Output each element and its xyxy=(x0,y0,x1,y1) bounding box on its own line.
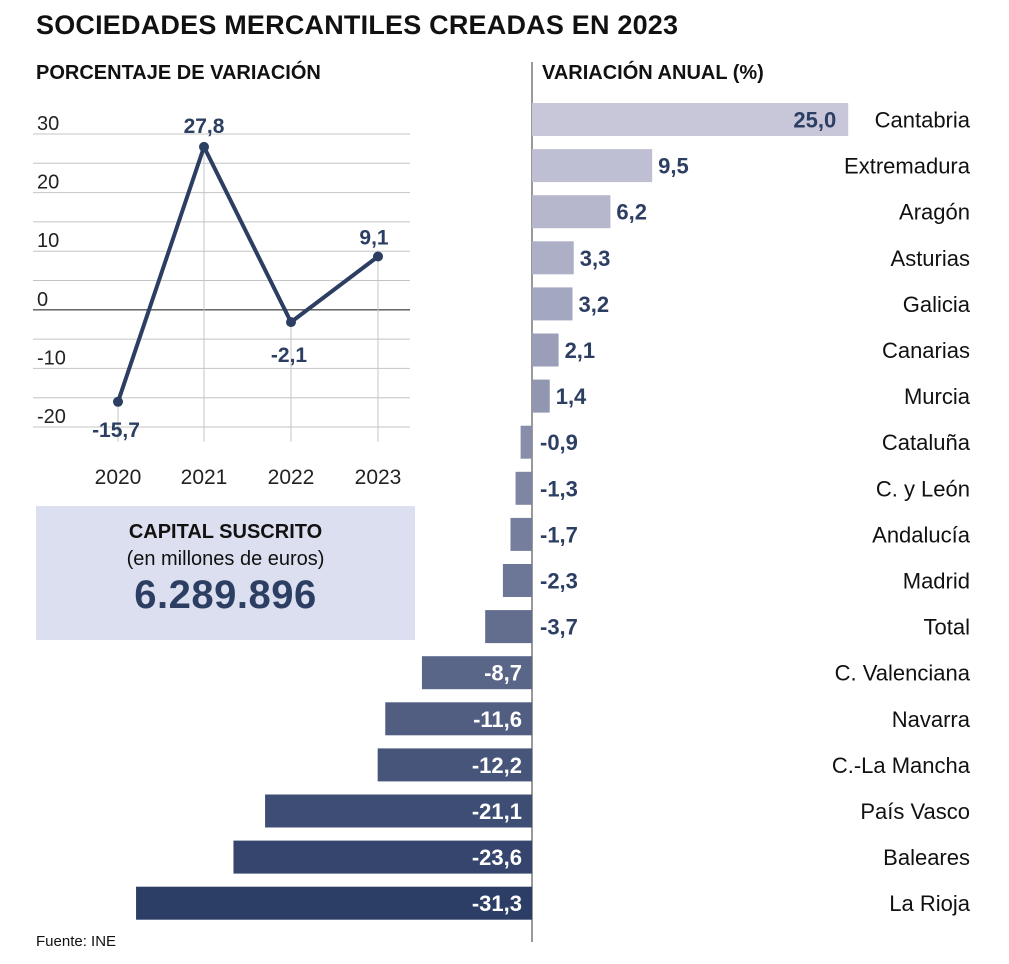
y-tick-label: 10 xyxy=(37,230,59,252)
bar-category-label: Canarias xyxy=(882,338,970,363)
bar-value-label: -1,7 xyxy=(540,522,578,547)
capital-title: CAPITAL SUSCRITO xyxy=(128,521,323,543)
bar-value-label: -11,6 xyxy=(473,707,522,732)
y-tick-label: 0 xyxy=(37,289,48,311)
bar-value-label: 3,3 xyxy=(580,246,611,271)
data-point xyxy=(199,141,209,152)
bar-category-label: C. y León xyxy=(876,476,970,501)
bar xyxy=(532,379,550,413)
series-line xyxy=(116,144,380,403)
bar-chart-title: VARIACIÓN ANUAL (%) xyxy=(542,62,764,84)
bar-value-label: 6,2 xyxy=(616,200,647,225)
bar-value-label: -1,3 xyxy=(540,476,578,501)
bar-value-label: 9,5 xyxy=(658,154,689,179)
bar-value-label: 1,4 xyxy=(556,384,587,409)
bar-category-label: Andalucía xyxy=(872,522,971,547)
x-tick-label: 2020 xyxy=(95,466,142,489)
bar-category-label: Madrid xyxy=(903,569,970,594)
chart-title: SOCIEDADES MERCANTILES CREADAS EN 2023 xyxy=(36,10,679,40)
data-label: -2,1 xyxy=(271,344,308,367)
capital-subtitle: (en millones de euros) xyxy=(126,548,325,570)
bar-value-label: -31,3 xyxy=(472,891,522,916)
bar xyxy=(532,103,849,136)
data-point xyxy=(286,317,296,328)
bar-value-label: -8,7 xyxy=(484,661,522,686)
bar-value-label: -0,9 xyxy=(540,430,578,455)
bar-value-label: 3,2 xyxy=(578,292,609,317)
y-tick-label: 20 xyxy=(37,172,59,194)
line-chart-title: PORCENTAJE DE VARIACIÓN xyxy=(36,62,321,84)
bar xyxy=(233,840,532,874)
bar-category-label: C.-La Mancha xyxy=(832,753,971,778)
bar xyxy=(532,149,653,183)
y-tick-label: -10 xyxy=(37,347,66,369)
bar xyxy=(510,517,532,551)
bar xyxy=(515,471,532,505)
bar-category-label: País Vasco xyxy=(860,799,970,824)
bar xyxy=(265,794,532,828)
bar xyxy=(485,610,532,644)
bar-category-label: Navarra xyxy=(892,707,971,732)
bar xyxy=(520,425,532,459)
y-tick-label: -20 xyxy=(37,406,66,428)
bar-category-label: La Rioja xyxy=(889,891,970,916)
data-label: 9,1 xyxy=(359,226,389,249)
bar-category-label: Baleares xyxy=(883,845,970,870)
bar-value-label: 25,0 xyxy=(793,108,836,133)
x-tick-label: 2023 xyxy=(355,466,402,489)
x-tick-label: 2022 xyxy=(268,466,315,489)
bar-value-label: -23,6 xyxy=(472,845,522,870)
bar-category-label: Galicia xyxy=(903,292,971,317)
bar-value-label: -21,1 xyxy=(472,799,522,824)
bar xyxy=(502,564,532,597)
bar-value-label: -12,2 xyxy=(472,753,522,778)
data-label: 27,8 xyxy=(184,115,225,138)
data-point xyxy=(113,396,123,407)
bar-category-label: Murcia xyxy=(904,384,971,409)
bar-value-label: -2,3 xyxy=(540,569,578,594)
bar-category-label: Cataluña xyxy=(882,430,971,455)
bar xyxy=(377,748,532,782)
capital-box: CAPITAL SUSCRITO (en millones de euros) … xyxy=(36,506,415,640)
line-chart: 30 20 10 0 -10 -20 2020 2021 2022 2023 -15,7 27,8 -2… xyxy=(33,113,410,489)
source-note: Fuente: INE xyxy=(36,933,117,950)
data-label: -15,7 xyxy=(92,419,140,442)
bar xyxy=(385,702,532,736)
bar xyxy=(136,886,532,920)
y-tick-label: 30 xyxy=(37,113,59,135)
bar-value-label: 2,1 xyxy=(565,338,596,363)
bar-category-label: Aragón xyxy=(899,200,970,225)
bar-category-label: Extremadura xyxy=(844,154,971,179)
bar-category-label: Cantabria xyxy=(875,108,971,133)
capital-value: 6.289.896 xyxy=(134,573,317,617)
bar xyxy=(532,287,573,321)
bar xyxy=(532,195,611,229)
data-point xyxy=(373,251,383,262)
bar xyxy=(532,333,559,367)
bar xyxy=(532,241,574,275)
bar-category-label: Asturias xyxy=(891,246,970,271)
bar-value-label: -3,7 xyxy=(540,615,578,640)
x-tick-label: 2021 xyxy=(181,466,228,489)
bar-category-label: C. Valenciana xyxy=(835,661,971,686)
bar-category-label: Total xyxy=(924,615,970,640)
bar xyxy=(421,656,532,690)
